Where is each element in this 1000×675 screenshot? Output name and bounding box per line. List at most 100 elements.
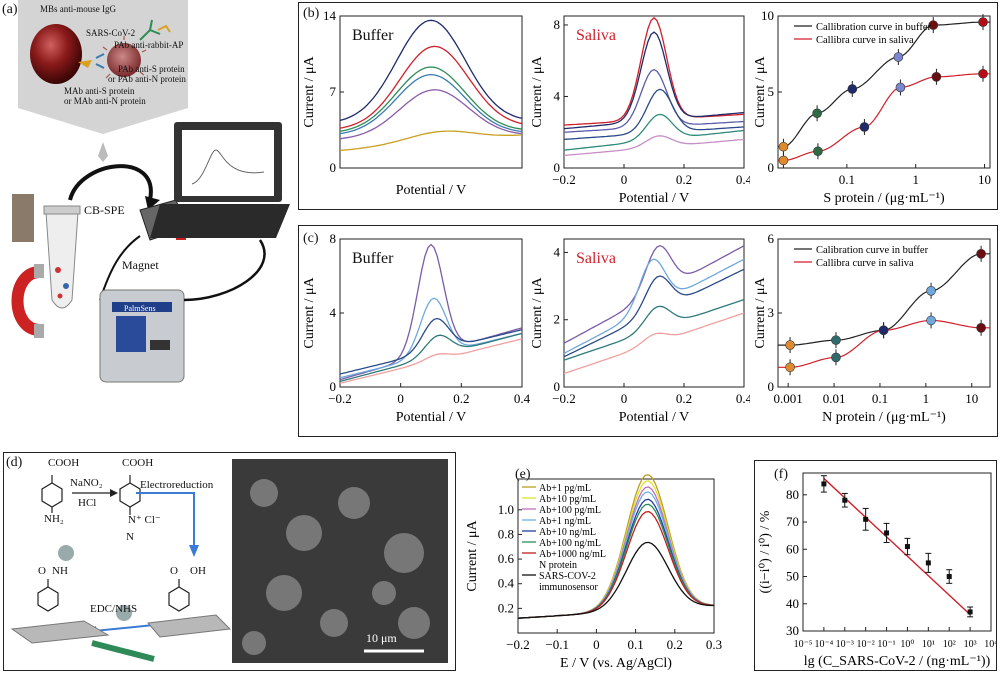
x-tick-label: 10⁻⁵ <box>794 639 813 650</box>
voltammogram-curve <box>563 31 745 130</box>
chart-b3: 0 5 10 0.1 1 10 S protein / (μg·mL⁻¹) Current /… <box>753 8 991 206</box>
y-tick-label: 0 <box>330 160 337 175</box>
y-tick-label: 70 <box>786 514 799 529</box>
label-cbspe: CB-SPE <box>84 203 125 217</box>
y-tick-label: 30 <box>786 623 799 638</box>
voltammogram-curve <box>563 298 745 361</box>
chem-n2cl: N⁺ Cl⁻ <box>128 514 161 526</box>
voltammogram-curve <box>339 338 523 384</box>
panel-a-illustration: MBs anti-mouse IgG SARS-CoV-2 PAb anti-r… <box>0 0 298 440</box>
panel-d-svg <box>10 459 448 663</box>
voltammogram-curve <box>563 16 745 126</box>
arrow-electroreduction <box>136 492 195 549</box>
y-tick-label: 5 <box>768 84 775 99</box>
x-tick-label: 0.2 <box>676 172 692 187</box>
x-tick-label: 1 <box>923 391 930 406</box>
chem-edc: EDC/NHS <box>90 603 138 615</box>
tube-icon <box>45 211 79 309</box>
panel-label-e: (e) <box>515 467 531 482</box>
x-tick-label: 0.1 <box>872 391 888 406</box>
legend-entry: Ab+10 ng/mL <box>539 527 596 538</box>
legend-entry: N protein <box>539 560 577 571</box>
y-tick-label: 80 <box>786 487 799 502</box>
y-tick-label: 40 <box>786 596 799 611</box>
label-virus: SARS-CoV-2 <box>86 28 136 38</box>
plot-frame <box>802 472 992 632</box>
x-tick-label: 10⁻⁴ <box>815 639 834 650</box>
y-axis-label: Current / μA <box>302 55 317 127</box>
chart-title: Buffer <box>352 250 394 267</box>
y-axis-label: Current / μA <box>753 276 768 348</box>
antibody-cluster-1 <box>58 545 74 561</box>
legend-entry: Ab+100 pg/mL <box>539 505 601 516</box>
x-tick-label: 0.001 <box>774 391 803 406</box>
y-axis-label: Current / μA <box>753 55 768 127</box>
data-point <box>967 609 973 615</box>
x-tick-label: 10³ <box>964 639 977 650</box>
data-point <box>785 362 795 373</box>
x-tick-label: 0 <box>397 391 404 406</box>
chem-nh: NH <box>52 565 68 577</box>
legend-entry: Ab+10 pg/mL <box>539 494 596 505</box>
data-point <box>895 82 906 93</box>
label-mab-n: or MAb anti-N protein <box>64 96 146 106</box>
y-tick-label: 2 <box>554 312 561 327</box>
data-point <box>831 352 841 363</box>
data-point <box>976 248 986 259</box>
panel-f-frame <box>754 460 997 671</box>
x-axis-label: Potential / V <box>619 191 690 206</box>
y-tick-label: 4 <box>554 88 561 103</box>
data-point <box>926 315 936 326</box>
electrode-surface-2 <box>147 614 232 638</box>
voltammogram-curve <box>339 89 523 140</box>
transfer-arrow-icon <box>68 164 153 201</box>
x-tick-label: 1 <box>912 172 919 187</box>
data-point <box>778 141 789 152</box>
panel-c-frame <box>298 225 998 437</box>
data-point <box>884 530 890 536</box>
voltammogram-curve <box>339 45 523 129</box>
label-pab-n: or PAb anti-N protein <box>108 74 186 84</box>
voltammogram-curve <box>563 258 745 354</box>
voltammogram-curve <box>563 68 745 133</box>
x-tick-label: −0.2 <box>552 172 576 187</box>
chem-o-1: O <box>38 565 46 577</box>
voltammogram-curve <box>339 332 523 383</box>
benzene-rings <box>37 475 190 612</box>
chem-hcl: HCl <box>78 497 97 509</box>
x-tick-label: −0.2 <box>328 391 352 406</box>
y-axis-label: Current / μA <box>530 55 545 127</box>
chem-cooh-2: COOH <box>122 457 154 469</box>
label-device: PalmSens <box>124 304 156 313</box>
x-axis-label: Potential / V <box>396 410 467 425</box>
y-tick-label: 0.8 <box>498 526 514 541</box>
y-tick-label: 7 <box>330 84 337 99</box>
y-tick-label: 60 <box>786 541 799 556</box>
panel-label-f: (f) <box>774 467 788 482</box>
panel-b-frame <box>298 2 998 210</box>
laptop-keyboard <box>150 204 290 238</box>
plot-frame <box>563 15 745 169</box>
legend-entry: Ab+100 ng/mL <box>539 538 601 549</box>
x-tick-label: 0.4 <box>514 391 530 406</box>
y-tick-label: 4 <box>330 305 337 320</box>
legend-entry: Ab+1000 ng/mL <box>539 549 606 560</box>
chart-title: Saliva <box>576 250 616 267</box>
y-tick-label: 3 <box>768 305 775 320</box>
y-tick-label: 8 <box>554 17 561 32</box>
chart-c3: 0 3 6 0.001 0.01 0.1 1 10 N protein / (μg·mL⁻¹) C… <box>753 231 991 425</box>
panel-label-a: (a) <box>2 2 18 17</box>
y-axis-label: Current / μA <box>302 276 317 348</box>
data-point <box>831 335 841 345</box>
voltammogram-curve <box>563 244 745 344</box>
y-tick-label: 0.6 <box>498 551 515 566</box>
voltammogram-curve <box>563 88 745 141</box>
legend-entry: Ab+1 pg/mL <box>539 483 591 494</box>
chart-e: 0.2 0.4 0.6 0.8 1.0 −0.2 −0.1 0 0.1 0.2 0.3 E / V (… <box>465 474 722 671</box>
y-tick-label: 0 <box>554 160 561 175</box>
voltammogram-curve <box>339 130 523 152</box>
x-tick-label: 0.1 <box>627 637 643 652</box>
x-tick-label: 10⁴ <box>984 639 996 650</box>
x-tick-label: 10⁻³ <box>836 639 854 650</box>
x-tick-label: −0.1 <box>545 637 569 652</box>
